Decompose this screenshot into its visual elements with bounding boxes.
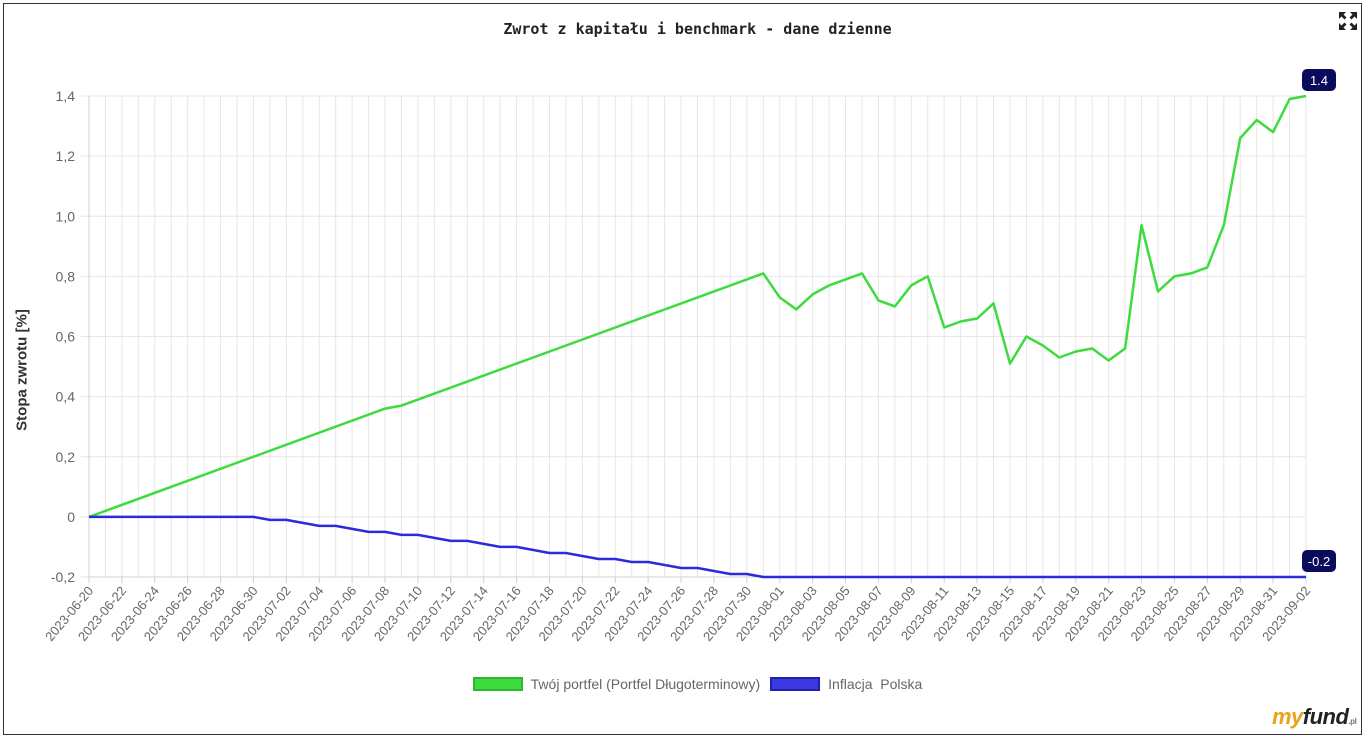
y-tick-label: 1,2 [56, 148, 76, 164]
portfolio-end-badge [1302, 69, 1336, 91]
legend-item-portfolio[interactable]: Twój portfel (Portfel Długoterminowy) [472, 676, 761, 692]
y-tick-label: 1,0 [56, 208, 76, 224]
legend-swatch-portfolio [472, 677, 523, 691]
legend-label-inflation: Inflacja Polska [828, 676, 923, 692]
fullscreen-icon[interactable] [1337, 10, 1359, 32]
y-tick-label: 0,4 [56, 389, 76, 405]
logo-fund: fund [1302, 704, 1349, 729]
logo-pl: .pl [1348, 717, 1357, 726]
logo-my: my [1272, 704, 1303, 729]
legend-item-inflation[interactable]: Inflacja Polska [770, 676, 922, 692]
inflation-end-badge [1302, 550, 1336, 572]
y-tick-label: 1,4 [56, 88, 76, 104]
myfund-logo: myfund.pl [1272, 704, 1357, 730]
y-tick-label: 0,6 [56, 329, 76, 345]
y-tick-label: 0,2 [56, 449, 76, 465]
inflation-line [89, 515, 1306, 579]
y-tick-label: 0,8 [56, 268, 76, 284]
legend-swatch-inflation [770, 677, 821, 691]
chart-frame [3, 3, 1362, 735]
y-tick-label: -0,2 [51, 569, 75, 585]
y-tick-label: 0 [67, 509, 75, 525]
inflation-end-label: -0.2 [1308, 554, 1330, 569]
legend: Twój portfel (Portfel Długoterminowy) In… [0, 676, 1369, 692]
portfolio-line [88, 94, 1307, 519]
legend-label-portfolio: Twój portfel (Portfel Długoterminowy) [530, 676, 761, 692]
chart-title: Zwrot z kapitału i benchmark - dane dzie… [503, 20, 892, 38]
portfolio-end-label: 1.4 [1310, 73, 1328, 88]
